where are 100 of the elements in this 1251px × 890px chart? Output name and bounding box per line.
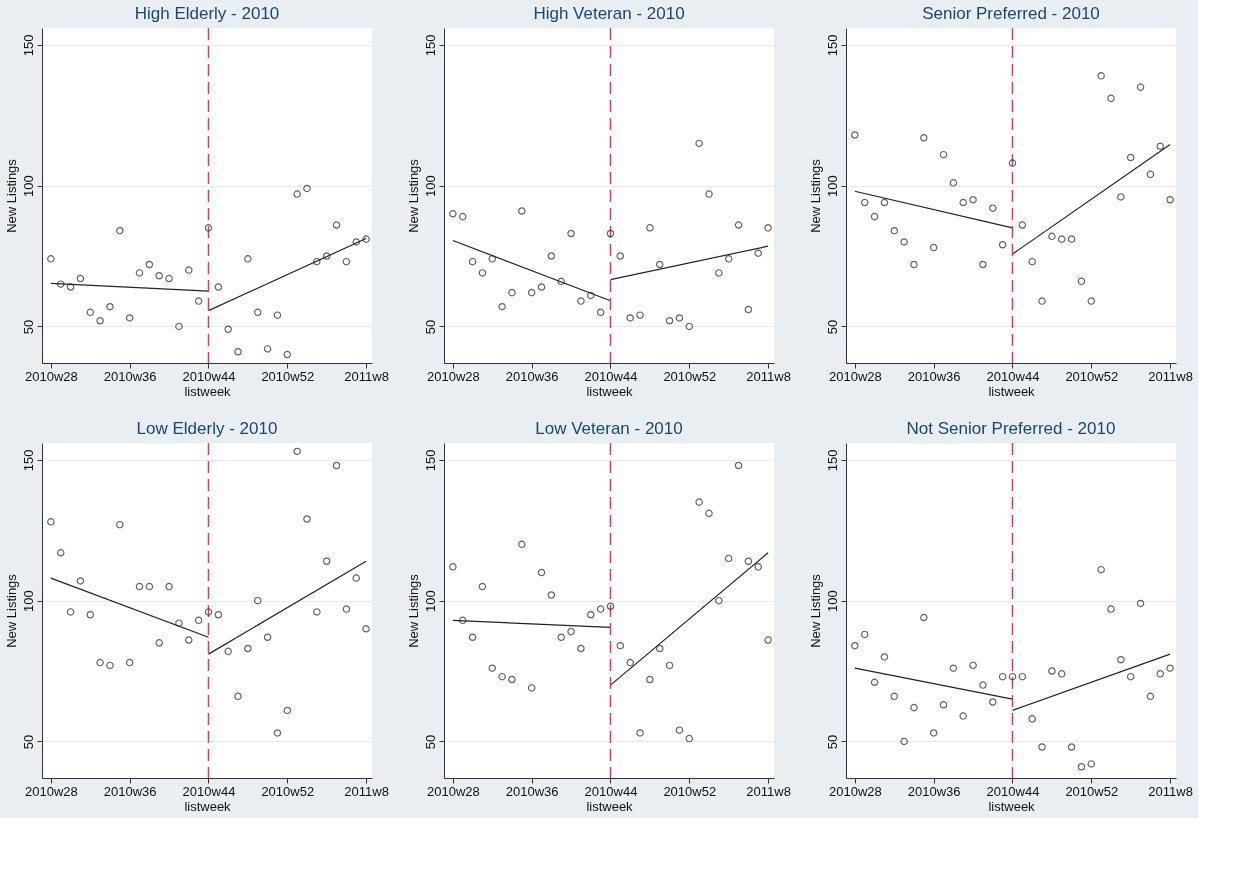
point (253, 596, 262, 605)
point (56, 280, 65, 288)
x-tick-label: 2011w8 (1148, 783, 1193, 799)
chart-title: Senior Preferred - 2010 (922, 4, 1100, 24)
point (655, 644, 664, 653)
point (76, 274, 85, 283)
point (860, 198, 869, 207)
y-tick-label: 100 (20, 590, 36, 612)
point (665, 661, 674, 670)
point (1038, 743, 1046, 751)
point (165, 274, 173, 283)
point (910, 260, 918, 269)
point (695, 498, 703, 506)
point (185, 266, 193, 274)
point (695, 139, 703, 148)
point (253, 308, 262, 317)
point (1048, 232, 1056, 241)
point (1018, 221, 1027, 229)
point (185, 636, 193, 644)
y-tick-label: 100 (422, 175, 438, 197)
point (458, 212, 467, 221)
point (458, 616, 467, 625)
point (929, 243, 938, 252)
point (56, 549, 65, 557)
point (352, 238, 360, 246)
point (527, 684, 536, 692)
point (194, 297, 203, 305)
y-tick-label: 150 (422, 449, 438, 472)
point (949, 664, 958, 672)
point (47, 255, 55, 263)
point (606, 229, 615, 238)
x-axis-title: listweek (586, 798, 634, 814)
point (675, 726, 684, 734)
point (488, 255, 497, 263)
point (754, 249, 762, 257)
point (596, 308, 605, 317)
point (989, 698, 997, 706)
point (880, 198, 889, 207)
point (616, 252, 625, 260)
point (106, 661, 114, 670)
x-tick-label: 2010w44 (182, 783, 236, 799)
point (1117, 656, 1125, 664)
x-tick-label: 2010w36 (907, 368, 961, 384)
point (342, 257, 351, 266)
point (890, 692, 899, 701)
y-tick-label: 150 (20, 34, 36, 57)
x-tick-label: 2011w8 (746, 783, 791, 799)
point (744, 557, 753, 565)
point (1097, 565, 1105, 574)
point (537, 568, 546, 577)
point (705, 509, 713, 518)
point (508, 675, 516, 684)
point (1156, 670, 1164, 678)
point (244, 255, 252, 263)
x-tick-label: 2010w28 (426, 368, 480, 384)
point (1028, 257, 1036, 266)
y-tick-label: 50 (20, 319, 36, 335)
point (1077, 762, 1086, 771)
point (577, 644, 585, 653)
x-tick-label: 2010w52 (261, 783, 315, 799)
point (567, 229, 575, 238)
x-tick-label: 2010w36 (103, 368, 157, 384)
point (175, 322, 183, 331)
point (734, 221, 743, 229)
point (283, 350, 292, 359)
y-tick-label: 100 (422, 590, 438, 612)
x-tick-label: 2010w44 (986, 783, 1040, 799)
point (754, 563, 762, 571)
point (1107, 94, 1115, 103)
x-tick-label: 2010w44 (986, 368, 1040, 384)
point (273, 311, 282, 319)
point (332, 461, 341, 470)
x-tick-label: 2010w44 (584, 368, 638, 384)
point (273, 729, 282, 737)
point (303, 184, 311, 193)
point (214, 610, 223, 619)
point (1146, 692, 1155, 701)
x-axis-title: listweek (184, 383, 232, 399)
x-axis-title: listweek (586, 383, 634, 399)
x-tick-label: 2010w52 (261, 368, 315, 384)
point (1038, 297, 1046, 305)
point (96, 317, 104, 325)
point (1126, 153, 1135, 162)
chart-title: High Veteran - 2010 (533, 4, 685, 24)
point (880, 653, 889, 661)
point (313, 257, 321, 266)
point (969, 195, 977, 204)
point (352, 574, 360, 582)
point (1077, 277, 1086, 286)
point (636, 311, 644, 319)
point (900, 737, 908, 746)
point (362, 235, 370, 243)
point (488, 664, 497, 672)
point (508, 288, 516, 297)
x-tick-label: 2010w28 (24, 783, 78, 799)
point (449, 563, 457, 571)
point (204, 224, 213, 232)
point (715, 269, 723, 277)
y-tick-label: 50 (20, 734, 36, 750)
y-axis-title: New Listings (807, 158, 823, 233)
